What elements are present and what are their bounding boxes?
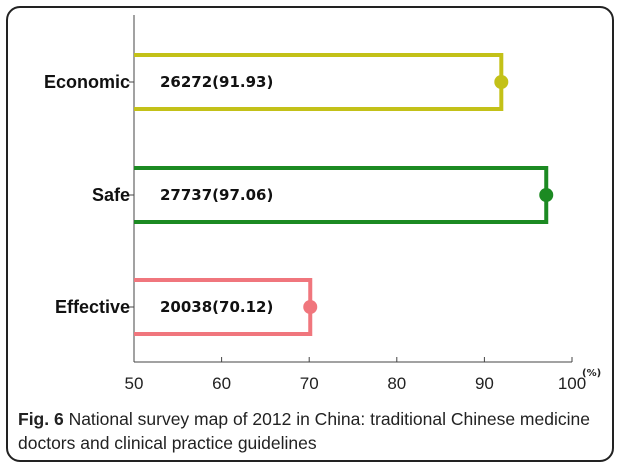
category-label: Effective: [55, 297, 130, 317]
bar-value-label: 26272(91.93): [160, 73, 273, 91]
chart-bars: [134, 53, 554, 336]
chart-axes: [129, 15, 573, 363]
bar-end-dot: [494, 75, 509, 89]
x-unit-label: (%): [582, 368, 601, 379]
x-tick-label: 100: [558, 374, 586, 393]
category-label: Economic: [44, 72, 130, 92]
caption-label: Fig. 6: [18, 409, 64, 429]
x-tick-label: 90: [475, 374, 494, 393]
figure-frame: [6, 6, 614, 462]
bar-chart: 50 60 70 80 90 100(%) Economic 26272(91.93) Safe…: [44, 15, 601, 393]
x-tick-label: 70: [300, 374, 319, 393]
bar-end-dot: [303, 300, 318, 314]
figure-caption: Fig. 6 National survey map of 2012 in Ch…: [18, 407, 608, 455]
category-label: Safe: [92, 185, 130, 205]
bar-end-dot: [539, 188, 554, 202]
x-tick-label: 50: [125, 374, 144, 393]
bar-value-label: 20038(70.12): [160, 298, 273, 316]
x-tick-label: 80: [387, 374, 406, 393]
chart-labels: 50 60 70 80 90 100(%) Economic 26272(91.93) Safe…: [44, 72, 601, 393]
bar-value-label: 27737(97.06): [160, 186, 273, 204]
caption-text: National survey map of 2012 in China: tr…: [18, 409, 590, 453]
x-tick-label: 60: [212, 374, 231, 393]
